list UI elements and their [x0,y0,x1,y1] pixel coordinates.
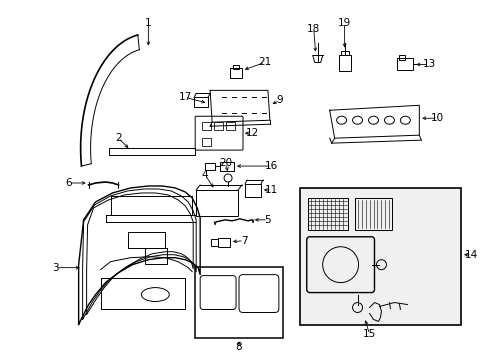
Text: 15: 15 [362,329,375,339]
Text: 7: 7 [240,236,247,246]
Bar [214,122,223,130]
Bar [340,50,348,55]
Text: 8: 8 [235,342,242,352]
Bar [205,163,215,170]
Text: 14: 14 [464,250,477,260]
Text: 19: 19 [337,18,350,28]
Bar [233,66,239,69]
Text: 6: 6 [65,178,72,188]
Text: 5: 5 [264,215,271,225]
Text: 10: 10 [430,113,443,123]
Bar [307,198,347,230]
Text: 1: 1 [145,18,151,28]
Bar [202,138,211,146]
Text: 21: 21 [258,58,271,67]
Text: 17: 17 [178,92,191,102]
Text: 20: 20 [219,158,232,168]
Text: 18: 18 [306,24,320,33]
Bar [399,55,405,60]
Bar [229,68,242,78]
Text: 9: 9 [276,95,283,105]
Bar [225,122,235,130]
Bar [202,122,211,130]
Text: 3: 3 [52,263,59,273]
Bar [338,55,350,71]
Bar [196,190,238,216]
Text: 16: 16 [264,161,278,171]
Text: 4: 4 [202,170,208,180]
Bar [194,97,208,107]
Text: 13: 13 [422,59,435,69]
Bar [195,267,282,338]
Text: 2: 2 [115,133,122,143]
Text: 11: 11 [264,185,278,195]
Bar [108,148,195,155]
Bar [145,248,167,264]
Bar [244,184,261,197]
Bar [299,188,460,325]
Bar [397,58,412,71]
Bar [211,239,218,246]
Bar [300,189,459,324]
Bar [354,198,392,230]
Text: 12: 12 [245,128,258,138]
Bar [218,238,229,247]
Bar [220,162,234,171]
